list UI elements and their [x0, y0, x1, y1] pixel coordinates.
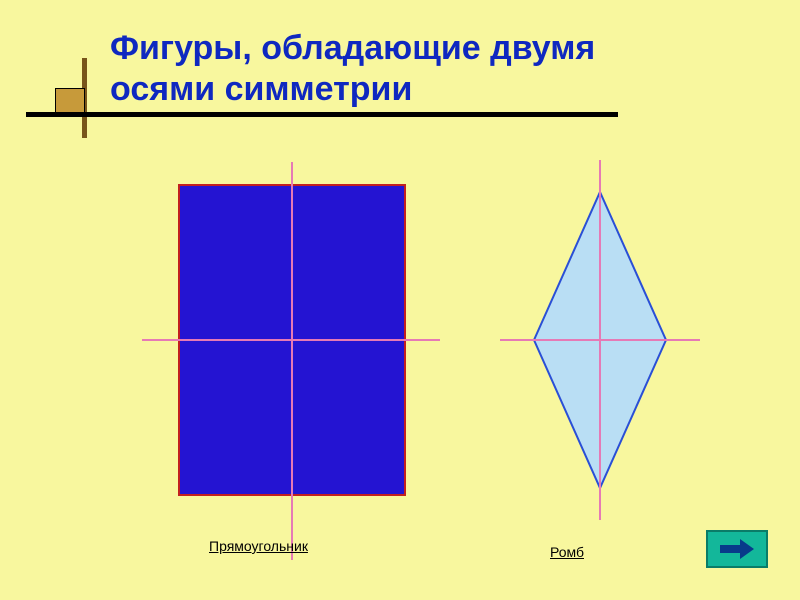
rhombus-axis-horizontal [500, 339, 700, 341]
title-accent-box [55, 88, 85, 114]
rectangle-axis-horizontal [142, 339, 440, 341]
forward-icon [720, 539, 754, 559]
slide-title: Фигуры, обладающие двумя осями симметрии [110, 28, 670, 110]
rhombus-label: Ромб [550, 544, 584, 560]
rectangle-label: Прямоугольник [209, 538, 308, 554]
title-underline [26, 112, 618, 117]
slide: Фигуры, обладающие двумя осями симметрии… [0, 0, 800, 600]
rectangle-axis-vertical [291, 162, 293, 560]
next-button[interactable] [706, 530, 768, 568]
